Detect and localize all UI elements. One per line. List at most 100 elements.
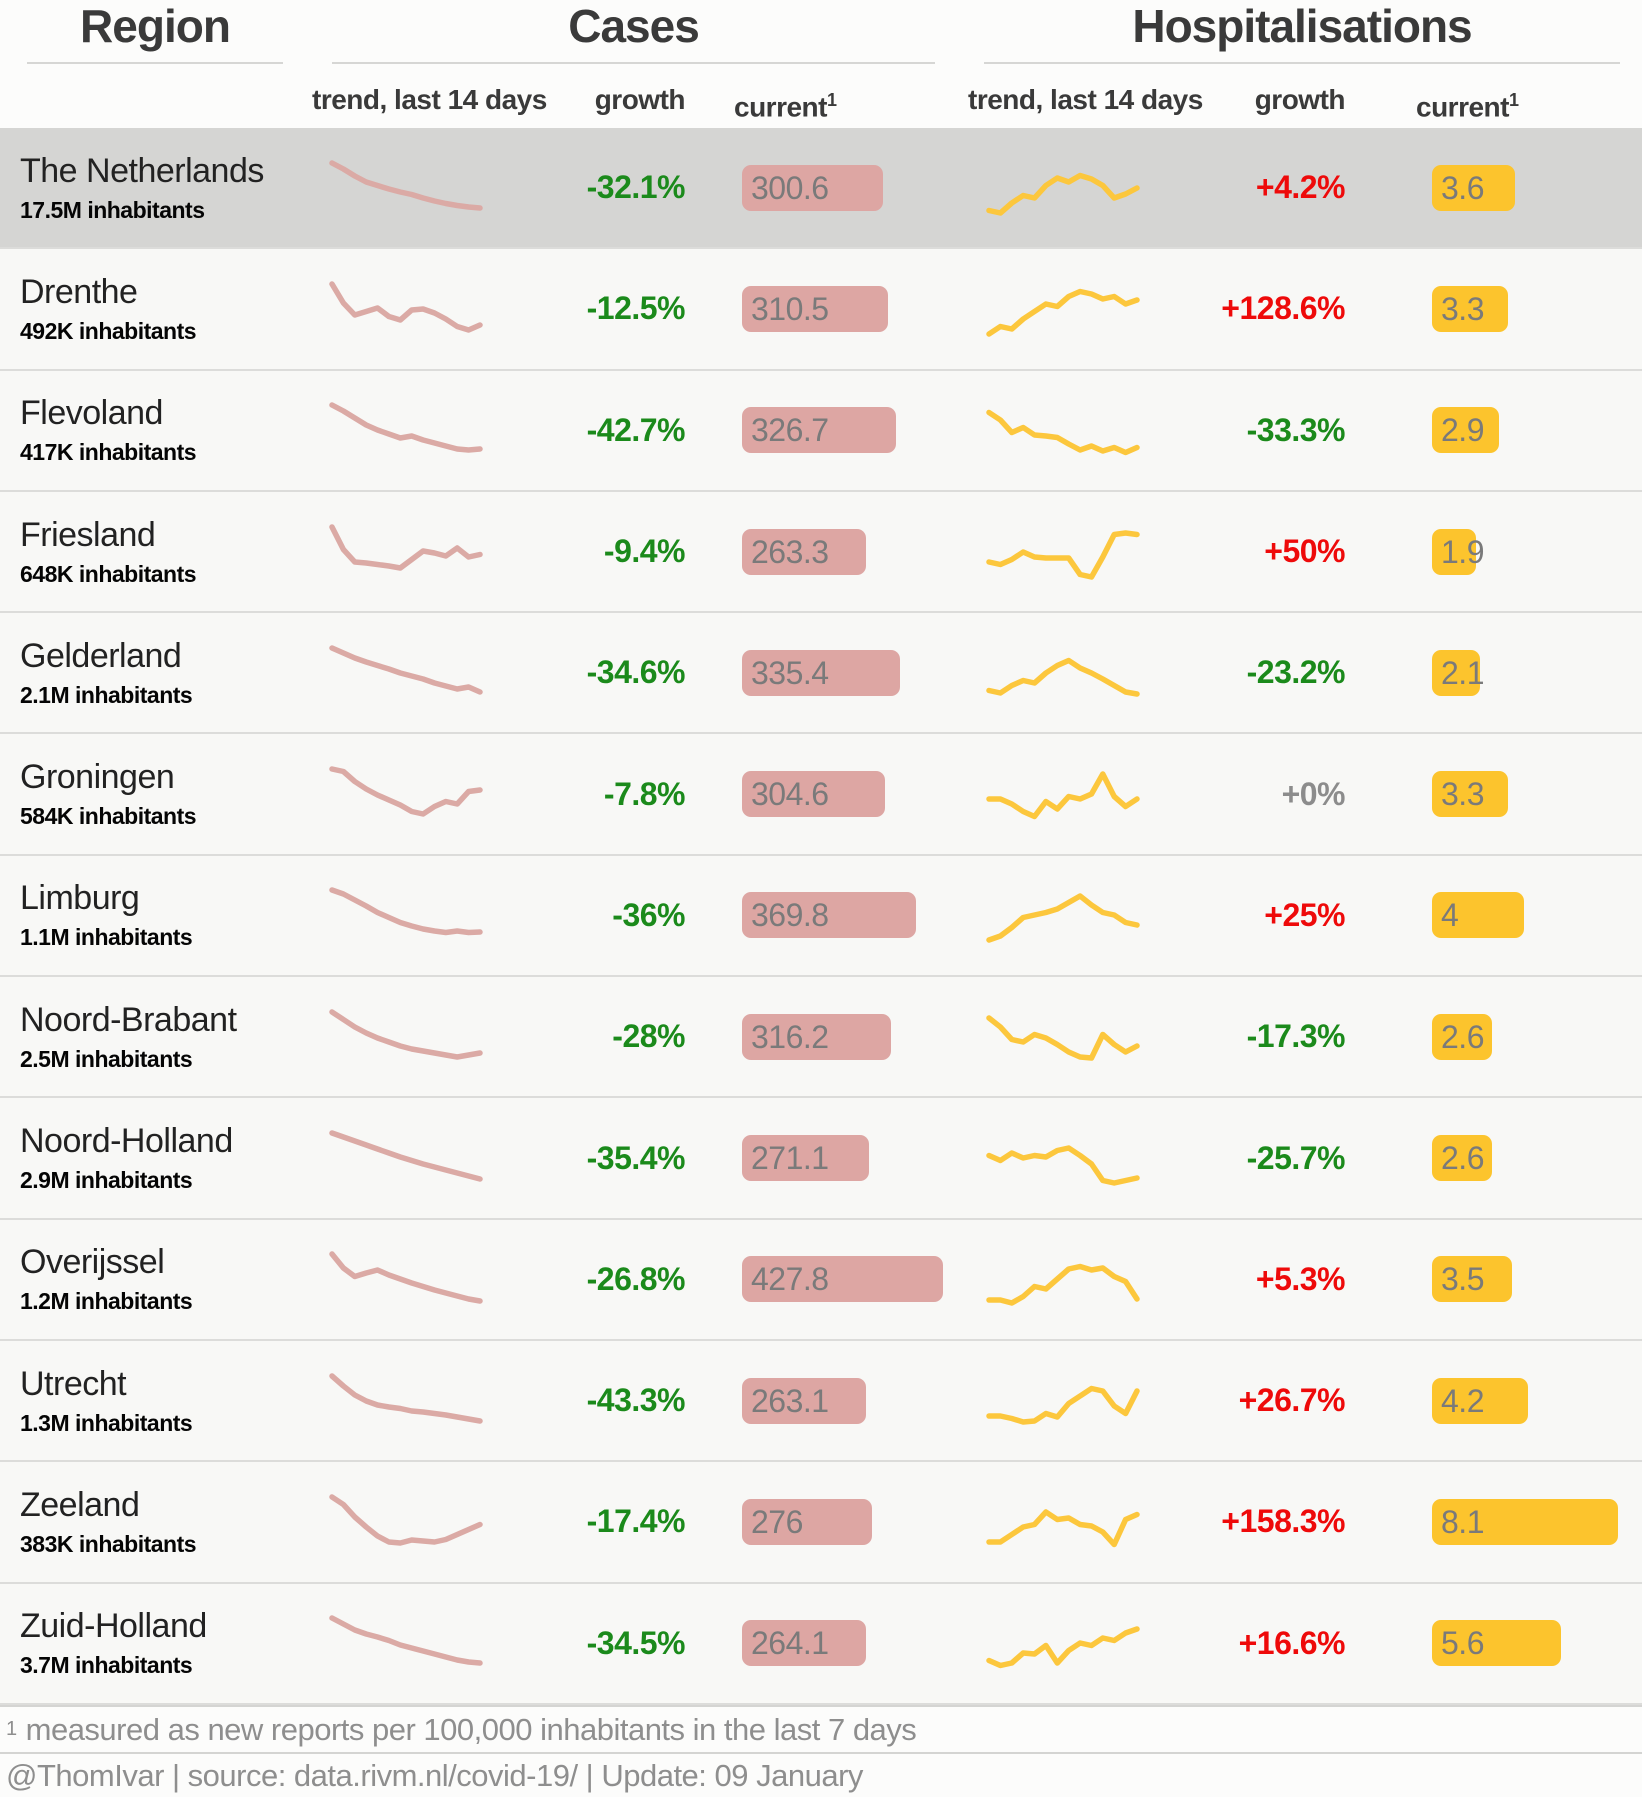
table-header: Region Cases Hospitalisations trend, las… [0,0,1642,128]
cases-current-bar-cell: 316.2 [742,1013,943,1060]
table-row: Zeeland 383K inhabitants -17.4% 276 +158… [0,1462,1642,1584]
cases-current-bar: 264.1 [742,1620,867,1667]
region-name: Utrecht [20,1364,127,1403]
cases-column-title: Cases [568,0,700,52]
cases-current-bar-cell: 335.4 [742,649,943,696]
cases-trend-sparkline [328,1491,484,1553]
hosp-current-bar-cell: 4 [1432,892,1642,939]
inhabitants-label: 383K inhabitants [20,1530,197,1557]
hosp-growth-value: -25.7% [1246,1139,1346,1176]
hosp-trend-sparkline [985,884,1141,946]
hosp-growth-value: +4.2% [1255,169,1346,206]
hosp-trend-subheader: trend, last 14 days [968,84,1203,115]
cases-current-bar-cell: 276 [742,1498,943,1545]
inhabitants-label: 2.5M inhabitants [20,1045,193,1072]
cases-trend-sparkline [328,642,484,704]
inhabitants-label: 584K inhabitants [20,803,197,830]
region-name: Zuid-Holland [20,1607,207,1646]
hosp-current-bar: 3.3 [1432,285,1508,332]
cases-trend-sparkline [328,1127,484,1189]
footnote-marker: 1 [6,1718,17,1740]
cases-title-underline [332,62,935,64]
hosp-current-bar-cell: 4.2 [1432,1377,1642,1424]
region-name: Friesland [20,515,156,554]
table-row: Friesland 648K inhabitants -9.4% 263.3 +… [0,491,1642,614]
cases-current-bar: 335.4 [742,649,900,696]
hosp-current-bar: 4 [1432,892,1524,939]
hosp-current-bar-cell: 3.6 [1432,164,1642,211]
cases-current-bar: 300.6 [742,164,884,211]
hosp-current-bar-cell: 2.6 [1432,1135,1642,1182]
region-cell: Groningen 584K inhabitants [0,758,328,830]
hosp-current-bar: 2.9 [1432,407,1499,454]
cases-growth-value: -35.4% [586,1139,686,1176]
hosp-trend-sparkline [985,1370,1141,1432]
hosp-current-bar: 8.1 [1432,1498,1618,1545]
hosp-growth-value: +50% [1264,533,1345,570]
cases-growth-value: -34.6% [586,654,686,691]
region-cell: Limburg 1.1M inhabitants [0,879,328,951]
cases-current-bar-cell: 369.8 [742,892,943,939]
cases-current-bar: 310.5 [742,285,888,332]
cases-current-bar-cell: 326.7 [742,407,943,454]
hosp-growth-value: +128.6% [1221,290,1345,327]
table-row: Limburg 1.1M inhabitants -36% 369.8 +25%… [0,855,1642,978]
cases-trend-sparkline [328,157,484,219]
cases-current-bar-cell: 300.6 [742,164,943,211]
region-rows: The Netherlands 17.5M inhabitants -32.1%… [0,128,1642,1705]
footnote-text: measured as new reports per 100,000 inha… [25,1711,917,1747]
hosp-current-bar-cell: 1.9 [1432,528,1642,575]
region-name: Noord-Brabant [20,1000,237,1039]
hosp-growth-value: +5.3% [1255,1260,1346,1297]
cases-trend-sparkline [328,1370,484,1432]
table-row: Noord-Holland 2.9M inhabitants -35.4% 27… [0,1098,1642,1220]
region-cell: Gelderland 2.1M inhabitants [0,637,328,709]
cases-current-bar: 369.8 [742,892,916,939]
table-row: Utrecht 1.3M inhabitants -43.3% 263.1 +2… [0,1340,1642,1463]
cases-current-bar: 263.3 [742,528,866,575]
cases-trend-sparkline [328,278,484,340]
region-name: Limburg [20,879,140,918]
hosp-current-bar: 1.9 [1432,528,1484,575]
inhabitants-label: 1.3M inhabitants [20,1409,193,1436]
hosp-trend-sparkline [985,763,1141,825]
hospitalisations-title-underline [984,62,1620,64]
table-row: Flevoland 417K inhabitants -42.7% 326.7 … [0,370,1642,492]
hosp-growth-value: +25% [1264,896,1345,933]
region-name: Noord-Holland [20,1122,233,1161]
hosp-current-footnote-marker: 1 [1508,90,1519,110]
inhabitants-label: 492K inhabitants [20,317,197,344]
cases-growth-value: -43.3% [586,1382,686,1419]
region-cell: Noord-Brabant 2.5M inhabitants [0,1001,328,1073]
region-column-title: Region [80,0,231,52]
cases-growth-value: -12.5% [586,290,686,327]
hosp-trend-sparkline [985,1127,1141,1189]
cases-trend-sparkline [328,763,484,825]
table-row: The Netherlands 17.5M inhabitants -32.1%… [0,128,1642,250]
attribution: @ThomIvar | source: data.rivm.nl/covid-1… [0,1752,1642,1797]
cases-current-footnote-marker: 1 [826,90,837,110]
region-name: Zeeland [20,1485,140,1524]
region-cell: Drenthe 492K inhabitants [0,273,328,345]
cases-current-bar: 326.7 [742,407,896,454]
region-name: Gelderland [20,636,182,675]
hosp-growth-value: +0% [1281,775,1346,812]
region-cell: Friesland 648K inhabitants [0,516,328,588]
hosp-growth-value: +26.7% [1238,1382,1346,1419]
hosp-current-bar: 3.3 [1432,771,1508,818]
table-row: Zuid-Holland 3.7M inhabitants -34.5% 264… [0,1583,1642,1705]
inhabitants-label: 648K inhabitants [20,560,197,587]
hosp-current-bar: 3.5 [1432,1256,1513,1303]
inhabitants-label: 2.1M inhabitants [20,681,193,708]
inhabitants-label: 3.7M inhabitants [20,1652,193,1679]
cases-growth-value: -42.7% [586,411,686,448]
cases-current-bar: 276 [742,1498,872,1545]
cases-growth-value: -28% [612,1018,685,1055]
hosp-growth-value: +16.6% [1238,1624,1346,1661]
region-name: Flevoland [20,394,163,433]
hosp-current-subheader: current1 [1416,82,1519,122]
hosp-current-bar-cell: 2.6 [1432,1013,1642,1060]
hosp-current-bar: 2.6 [1432,1013,1492,1060]
hosp-growth-subheader: growth [1254,84,1346,115]
